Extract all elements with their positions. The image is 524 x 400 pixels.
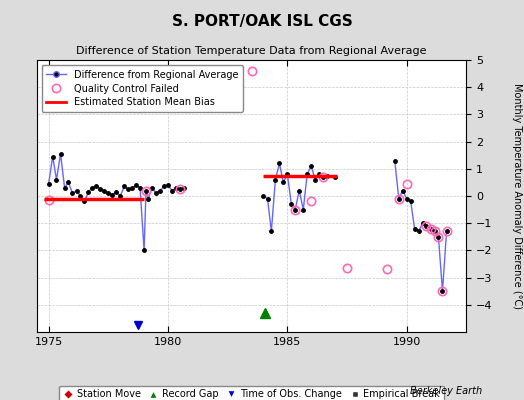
Text: S. PORT/OAK ISL CGS: S. PORT/OAK ISL CGS	[172, 14, 352, 29]
Text: Berkeley Earth: Berkeley Earth	[410, 386, 482, 396]
Legend: Station Move, Record Gap, Time of Obs. Change, Empirical Break: Station Move, Record Gap, Time of Obs. C…	[59, 386, 444, 400]
Y-axis label: Monthly Temperature Anomaly Difference (°C): Monthly Temperature Anomaly Difference (…	[512, 83, 522, 309]
Title: Difference of Station Temperature Data from Regional Average: Difference of Station Temperature Data f…	[77, 46, 427, 56]
